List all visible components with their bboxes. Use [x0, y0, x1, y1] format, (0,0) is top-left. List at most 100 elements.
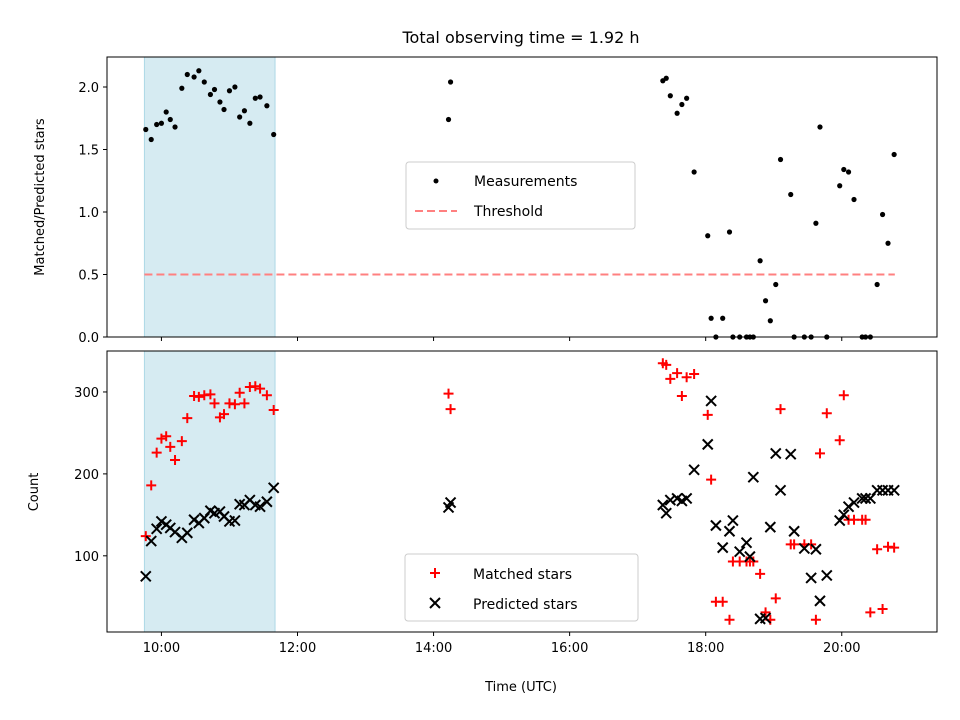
measurement-point: [257, 94, 263, 100]
predicted-star-point: [660, 507, 672, 519]
matched-star-point: [706, 474, 717, 485]
bottom-legend-box: [404, 553, 639, 622]
top-legend: Measurements Threshold: [405, 161, 636, 230]
matched-star-point: [770, 593, 781, 604]
predicted-star-point: [723, 525, 736, 537]
measurement-point: [705, 233, 711, 239]
bottom-panel-axes: 10:00 12:00 14:00 16:00 18:00 20:00 100 200 300: [74, 350, 938, 656]
predicted-star-point: [261, 496, 273, 508]
measurement-point: [271, 131, 277, 138]
predicted-star-point: [150, 523, 163, 535]
measurement-point: [217, 99, 223, 105]
measurement-point: [167, 116, 173, 123]
x-tick-label: 20:00: [823, 641, 860, 656]
measurement-point: [237, 114, 243, 120]
matched-star-point: [261, 390, 272, 401]
y-tick-label: 200: [74, 468, 99, 483]
bottom-panel-plot: [140, 358, 900, 625]
matched-star-point: [810, 614, 821, 625]
top-panel-axes: 0.0 0.5 1.0 1.5 2.0: [78, 56, 938, 346]
matched-star-point: [234, 387, 245, 398]
predicted-star-point: [710, 519, 722, 532]
axes-frame: [106, 56, 938, 338]
matched-star-point: [140, 531, 151, 542]
predicted-star-point: [727, 514, 739, 527]
matched-star-point: [821, 408, 832, 419]
matched-star-point: [717, 596, 728, 607]
matched-star-point: [775, 404, 786, 415]
matched-star-point: [661, 359, 672, 370]
measurement-point: [241, 108, 248, 114]
measurement-point: [226, 88, 233, 94]
matched-star-point: [877, 604, 888, 615]
measurement-point: [667, 93, 673, 99]
predicted-star-point: [705, 395, 717, 407]
bottom-ylabel: Count: [27, 473, 42, 512]
predicted-star-point: [759, 612, 772, 624]
predicted-star-point: [785, 448, 797, 460]
top-ylabel: Matched/Predicted stars: [33, 118, 48, 276]
measurement-point: [845, 169, 852, 175]
predicted-star-point: [821, 569, 833, 582]
measurement-point: [777, 156, 784, 163]
x-tick-label: 14:00: [415, 641, 452, 656]
predicted-star-point: [888, 484, 900, 496]
predicted-star-point: [181, 527, 193, 539]
measurement-point: [885, 240, 891, 246]
matched-star-point: [176, 436, 187, 447]
measurement-point: [757, 258, 763, 264]
top-title: Total observing time = 1.92 h: [401, 28, 639, 47]
predicted-star-point: [657, 499, 669, 511]
measurement-point: [211, 86, 218, 93]
predicted-star-point: [254, 500, 266, 513]
measurement-point: [184, 71, 190, 78]
matched-star-point: [860, 514, 871, 525]
matched-star-point: [689, 368, 700, 379]
matched-star-point: [748, 556, 759, 567]
predicted-star-point: [664, 494, 677, 506]
shaded-interval: [143, 56, 276, 338]
matched-star-point: [151, 447, 162, 458]
measurement-point: [158, 120, 165, 126]
measurement-point: [817, 124, 823, 130]
matched-star-point: [255, 383, 266, 394]
measurement-point: [841, 166, 847, 173]
x-tick-label: 16:00: [551, 641, 588, 656]
predicted-star-point: [140, 570, 152, 582]
matched-star-point: [755, 568, 766, 579]
measurement-point: [207, 91, 214, 98]
matched-star-point: [205, 389, 216, 400]
measurement-point: [837, 183, 843, 189]
predicted-star-point: [145, 535, 157, 547]
legend-threshold-label: Threshold: [473, 204, 543, 220]
y-tick-label: 1.0: [78, 206, 99, 221]
measurement-point: [232, 84, 238, 90]
matched-star-point: [219, 409, 230, 420]
measurement-point: [201, 79, 207, 85]
predicted-star-point: [788, 525, 800, 537]
predicted-star-point: [814, 595, 826, 607]
measurement-point: [663, 75, 669, 81]
predicted-star-point: [848, 496, 860, 509]
matched-star-point: [170, 454, 181, 465]
measurement-point: [767, 318, 773, 324]
bottom-xlabel: Time (UTC): [484, 680, 557, 695]
predicted-star-point: [702, 438, 714, 451]
measurement-point: [773, 281, 779, 288]
x-tick-label: 12:00: [279, 641, 316, 656]
predicted-star-point: [716, 541, 729, 554]
measurement-point: [874, 281, 880, 288]
measurement-point: [191, 74, 197, 80]
matched-star-point: [760, 607, 771, 618]
measurement-point: [762, 298, 769, 304]
matched-star-point: [789, 539, 800, 550]
y-tick-label: 2.0: [78, 81, 99, 96]
predicted-star-point: [747, 471, 760, 483]
matched-star-point: [445, 404, 456, 415]
predicted-star-point: [798, 542, 811, 555]
legend-predicted-label: Predicted stars: [473, 597, 578, 613]
y-tick-label: 0.5: [78, 269, 99, 284]
x-tick-label: 18:00: [687, 641, 724, 656]
y-tick-label: 300: [74, 386, 99, 401]
top-panel-plot: [143, 68, 897, 340]
